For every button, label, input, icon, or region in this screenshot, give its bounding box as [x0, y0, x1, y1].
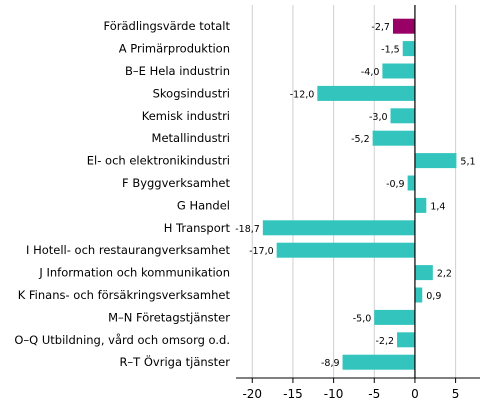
category-label: I Hotell- och restaurangverksamhet: [26, 243, 230, 257]
bars: [262, 18, 457, 370]
value-label: -12,0: [290, 89, 315, 100]
value-label: -4,0: [361, 67, 380, 78]
bar: [276, 242, 415, 258]
bar: [397, 332, 415, 348]
value-label: -0,9: [386, 179, 405, 190]
category-label: R–T Övriga tjänster: [119, 353, 230, 369]
x-tick-label: -15: [283, 387, 303, 401]
category-label: Förädlingsvärde totalt: [104, 19, 231, 33]
value-label: -5,0: [353, 313, 372, 324]
bar: [414, 287, 423, 303]
value-label: -1,5: [381, 45, 400, 56]
bar: [390, 108, 415, 124]
x-tick-label: -5: [368, 387, 380, 401]
value-label: 0,9: [426, 291, 441, 302]
value-label: -2,2: [375, 336, 394, 347]
value-label: -8,9: [321, 358, 340, 369]
category-label: F Byggverksamhet: [122, 176, 230, 190]
category-label: Skogsindustri: [153, 86, 230, 100]
bar: [382, 63, 415, 79]
bar: [262, 220, 415, 236]
bar: [414, 197, 427, 213]
category-label: O–Q Utbildning, vård och omsorg o.d.: [14, 333, 230, 347]
category-label: J Information och kommunikation: [38, 266, 230, 280]
x-tick-label: 0: [411, 387, 419, 401]
category-label: G Handel: [177, 198, 230, 212]
value-label: 1,4: [430, 201, 445, 212]
category-label: K Finans- och försäkringsverksamhet: [18, 288, 231, 302]
bar: [372, 130, 415, 146]
category-label: H Transport: [164, 221, 231, 235]
category-labels: Förädlingsvärde totalt A Primärproduktion…: [14, 19, 230, 369]
bar: [402, 41, 415, 57]
bar: [392, 18, 415, 34]
category-label: El- och elektronikindustri: [87, 154, 230, 168]
bar: [407, 175, 415, 191]
category-label: A Primärproduktion: [119, 42, 230, 56]
value-label: 5,1: [460, 157, 475, 168]
value-labels: -2,7 -1,5-4,0 -12,0 -3,0 -5,2 5,1 -0,9 1,4 -18,7…: [235, 22, 475, 369]
value-label: 2,2: [437, 269, 452, 280]
value-label: -2,7: [371, 22, 390, 33]
x-tick-label: -10: [324, 387, 344, 401]
category-label: M–N Företagstjänster: [108, 310, 230, 324]
x-tick-label: -20: [242, 387, 262, 401]
value-label: -18,7: [235, 224, 260, 235]
value-label: -3,0: [369, 112, 388, 123]
value-label: -5,2: [351, 134, 370, 145]
bar: [317, 85, 415, 101]
bar: [374, 309, 415, 325]
x-tick-label: 5: [452, 387, 460, 401]
category-label: B–E Hela industrin: [125, 64, 230, 78]
value-label: -17,0: [249, 246, 274, 257]
x-axis: -20 -15 -10 -5 0 5: [236, 377, 480, 401]
bar: [414, 265, 433, 281]
category-label: Kemisk industri: [142, 109, 230, 123]
category-label: Metallindustri: [152, 131, 230, 145]
bar: [414, 153, 457, 169]
bar: [342, 354, 415, 370]
